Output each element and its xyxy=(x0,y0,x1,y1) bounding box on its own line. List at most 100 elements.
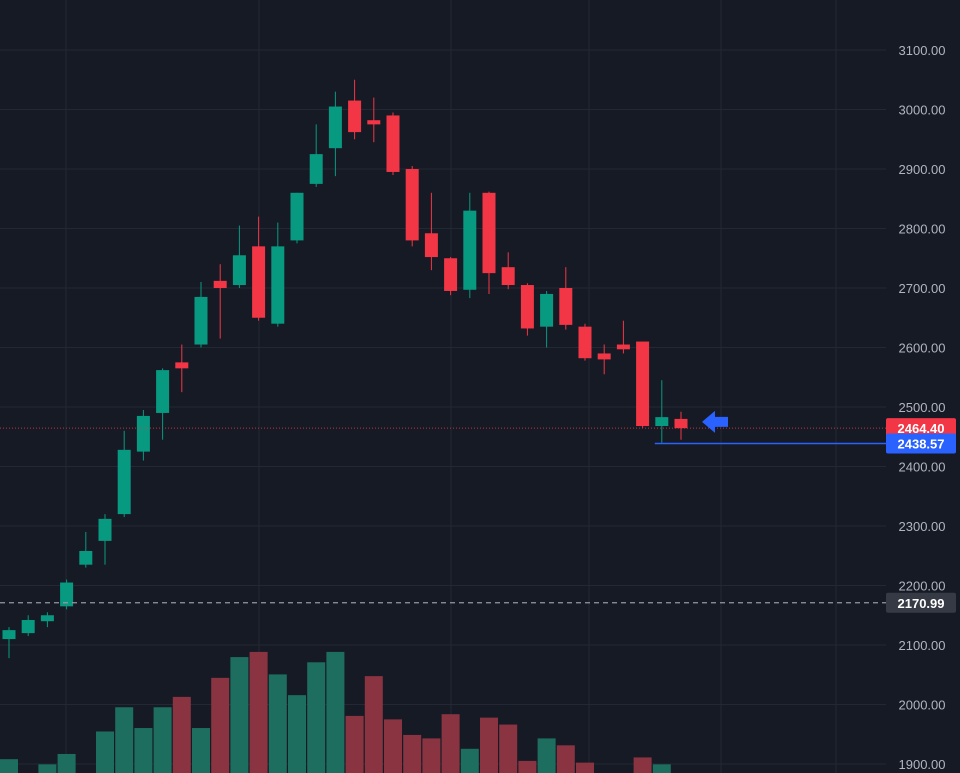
candle[interactable] xyxy=(194,282,208,348)
candle[interactable] xyxy=(520,283,534,336)
volume-bar xyxy=(0,759,18,773)
candle[interactable] xyxy=(386,112,400,175)
candle-body xyxy=(540,293,554,327)
candle[interactable] xyxy=(540,290,554,348)
candle[interactable] xyxy=(674,411,688,440)
price-tag-bg xyxy=(886,433,956,454)
candle-body xyxy=(482,192,496,274)
volume-bar xyxy=(249,651,268,773)
candle[interactable] xyxy=(309,124,323,187)
candle[interactable] xyxy=(79,531,93,568)
candle[interactable] xyxy=(117,430,131,518)
candle[interactable] xyxy=(290,192,304,244)
volume-bar xyxy=(326,651,345,773)
candlestick-series[interactable] xyxy=(2,79,688,659)
arrow-left-icon[interactable] xyxy=(702,410,728,433)
volume-bar xyxy=(57,753,76,773)
candle-body xyxy=(655,417,669,427)
y-axis-tick-label: 2700.00 xyxy=(899,281,946,296)
candle[interactable] xyxy=(271,222,285,327)
candle[interactable] xyxy=(655,380,669,443)
y-axis-tick-label: 2900.00 xyxy=(899,162,946,177)
annotation-layer xyxy=(702,410,728,433)
y-axis-tick-label: 2200.00 xyxy=(899,579,946,594)
candle[interactable] xyxy=(501,252,515,290)
candle-body xyxy=(117,449,131,515)
candle-body xyxy=(444,258,458,291)
y-axis-tick-label: 2000.00 xyxy=(899,698,946,713)
candle[interactable] xyxy=(597,344,611,375)
candle[interactable] xyxy=(175,344,189,393)
candle-body xyxy=(328,106,342,149)
candle[interactable] xyxy=(636,341,650,428)
volume-bar xyxy=(96,731,114,773)
volume-bar xyxy=(172,696,191,773)
y-axis-tick-label: 3100.00 xyxy=(899,43,946,58)
candle-body xyxy=(636,341,650,427)
volume-bar xyxy=(499,724,518,773)
candle-body xyxy=(232,255,246,286)
candle-body xyxy=(290,192,304,241)
price-axis[interactable]: 3100.00 3000.00 2900.00 2800.00 2700.00 2600.… xyxy=(899,43,946,772)
y-axis-tick-label: 1900.00 xyxy=(899,757,946,772)
candle-body xyxy=(156,370,170,413)
candle[interactable] xyxy=(40,612,54,628)
candle-body xyxy=(386,115,400,172)
candle-body xyxy=(40,615,54,622)
candle[interactable] xyxy=(367,97,381,143)
candle[interactable] xyxy=(213,264,227,339)
candle[interactable] xyxy=(252,216,266,321)
candle[interactable] xyxy=(559,267,573,330)
volume-bar xyxy=(441,714,460,773)
candle-body xyxy=(309,154,323,184)
volume-bar xyxy=(115,707,134,773)
candle-body xyxy=(98,518,112,541)
candle-body xyxy=(252,246,266,318)
candle-body xyxy=(79,550,93,565)
candle[interactable] xyxy=(232,225,246,288)
y-axis-tick-label: 2600.00 xyxy=(899,341,946,356)
candle-body xyxy=(213,280,227,288)
volume-bar xyxy=(422,738,441,773)
volume-bar xyxy=(192,728,210,773)
y-axis-tick-label: 3000.00 xyxy=(899,103,946,118)
candle[interactable] xyxy=(482,191,496,294)
y-axis-tick-label: 2400.00 xyxy=(899,460,946,475)
candle-body xyxy=(501,267,515,286)
volume-bar xyxy=(403,734,422,773)
candle[interactable] xyxy=(424,192,438,271)
candle[interactable] xyxy=(616,320,630,354)
candle[interactable] xyxy=(328,91,342,177)
candle[interactable] xyxy=(21,615,35,637)
volume-bar xyxy=(652,764,671,773)
volume-bars xyxy=(0,651,671,773)
candle[interactable] xyxy=(60,579,74,610)
volume-bar xyxy=(134,728,153,773)
candle-body xyxy=(175,362,189,369)
candle[interactable] xyxy=(444,257,458,296)
candle[interactable] xyxy=(98,514,112,565)
price-lines xyxy=(0,427,886,604)
candle[interactable] xyxy=(136,409,150,461)
candle[interactable] xyxy=(578,323,592,361)
candle[interactable] xyxy=(2,627,16,659)
candle-body xyxy=(367,120,381,125)
candle[interactable] xyxy=(405,166,419,247)
candle-body xyxy=(424,233,438,258)
volume-bar xyxy=(153,707,172,773)
candle[interactable] xyxy=(348,79,362,140)
y-axis-tick-label: 2500.00 xyxy=(899,400,946,415)
y-axis-tick-label: 2100.00 xyxy=(899,638,946,653)
candle[interactable] xyxy=(463,192,477,299)
y-axis-tick-label: 2300.00 xyxy=(899,519,946,534)
candle-body xyxy=(348,100,362,133)
price-tag-bg xyxy=(886,592,956,613)
volume-bar xyxy=(230,657,249,773)
volume-bar xyxy=(576,762,594,773)
volume-bar xyxy=(364,676,383,773)
candle-body xyxy=(21,620,35,634)
candle-body xyxy=(463,210,477,290)
